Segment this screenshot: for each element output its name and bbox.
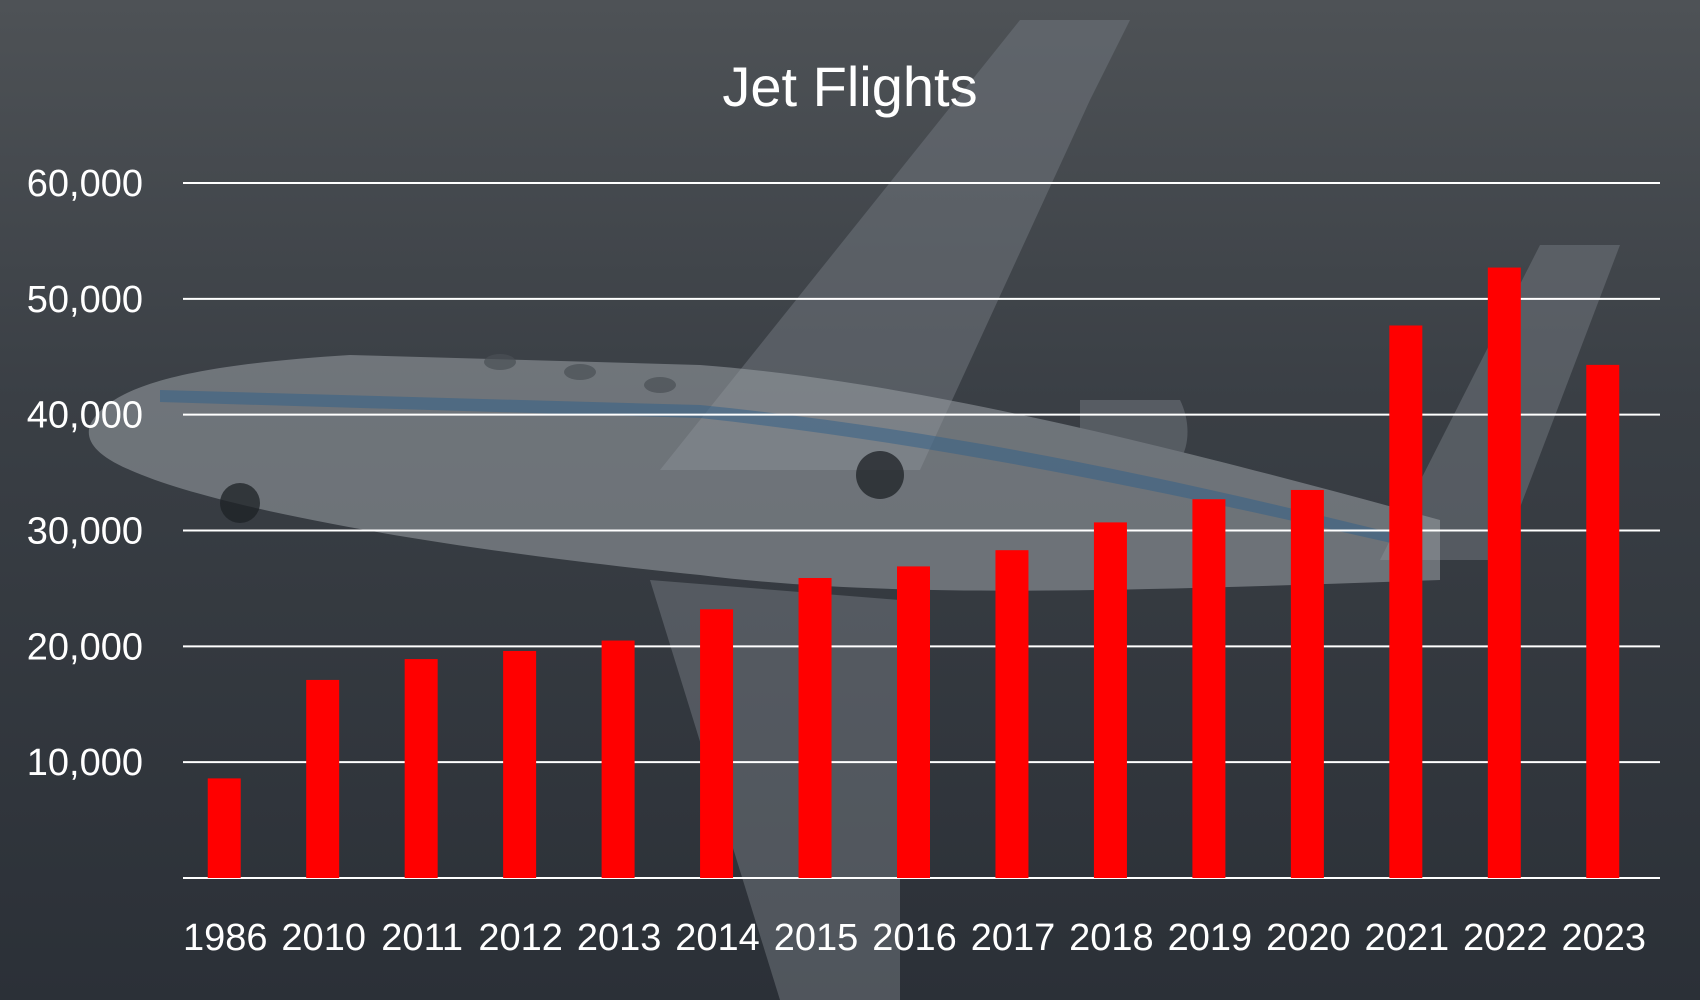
y-tick-label: 10,000 [27, 742, 143, 784]
x-tick-label: 2020 [1266, 917, 1351, 959]
jet-landing-gear [856, 451, 904, 499]
bar-series [207, 267, 1620, 879]
bar [306, 679, 340, 878]
x-tick-label: 2023 [1561, 917, 1646, 959]
y-tick-label: 40,000 [27, 395, 143, 437]
jet-stripe [160, 390, 1400, 545]
y-axis-tick-labels: 10,000 20,000 30,000 40,000 50,000 60,00… [27, 163, 143, 784]
x-tick-label: 2019 [1168, 917, 1253, 959]
jet-window [644, 377, 676, 393]
bar [1093, 522, 1127, 878]
x-tick-label: 2022 [1463, 917, 1548, 959]
bar [1389, 325, 1423, 879]
bar [798, 577, 832, 878]
chart-title: Jet Flights [722, 55, 977, 118]
jet-window [484, 354, 516, 370]
bar [1192, 499, 1226, 878]
bar [1290, 489, 1324, 878]
x-tick-label: 2011 [381, 917, 463, 959]
jet-landing-gear [220, 483, 260, 523]
bar [207, 778, 241, 878]
y-tick-label: 20,000 [27, 626, 143, 668]
x-tick-label: 2010 [281, 917, 366, 959]
x-tick-label: 2014 [675, 917, 760, 959]
jet-engine [1080, 400, 1188, 460]
x-tick-label: 2016 [872, 917, 957, 959]
x-tick-label: 2012 [478, 917, 563, 959]
bar [404, 659, 438, 878]
jet-upper-wing [660, 20, 1130, 470]
x-tick-label: 2021 [1365, 917, 1450, 959]
y-tick-label: 50,000 [27, 279, 143, 321]
bar [601, 640, 635, 878]
x-tick-label: 2015 [774, 917, 859, 959]
y-tick-label: 30,000 [27, 511, 143, 553]
bar [897, 566, 930, 878]
x-axis-tick-labels: 1986 2010 2011 2012 2013 2014 2015 2016 … [183, 917, 1646, 959]
y-tick-label: 60,000 [27, 163, 143, 205]
jet-fuselage [88, 355, 1440, 591]
bar [995, 550, 1029, 878]
bar [1487, 267, 1521, 878]
bar [503, 650, 537, 878]
x-tick-label: 2013 [577, 917, 662, 959]
x-tick-label: 2018 [1069, 917, 1154, 959]
x-tick-label: 2017 [971, 917, 1056, 959]
jet-window [564, 364, 596, 380]
bar [700, 609, 734, 878]
x-tick-label: 1986 [183, 917, 268, 959]
bar [1586, 364, 1620, 878]
